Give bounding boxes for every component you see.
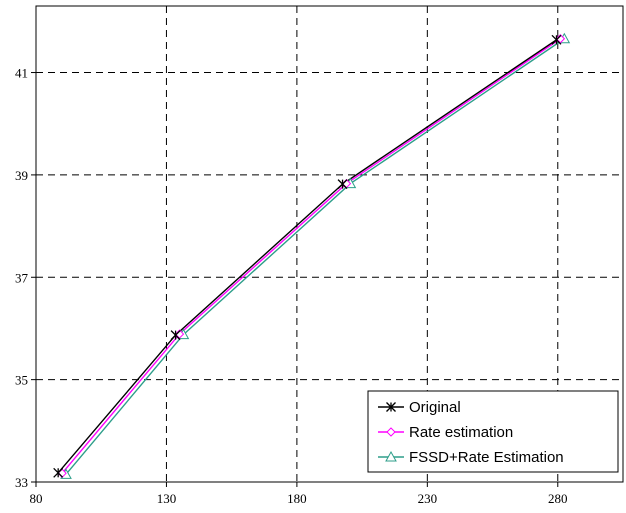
legend-marker — [386, 402, 396, 412]
legend-label: FSSD+Rate Estimation — [409, 449, 564, 466]
x-tick-label: 130 — [157, 491, 177, 506]
series-markers — [53, 32, 571, 479]
series-line — [61, 38, 561, 474]
x-tick-label: 180 — [287, 491, 307, 506]
y-tick-label: 37 — [15, 270, 29, 285]
data-point — [174, 329, 185, 339]
y-tick-label: 41 — [15, 66, 28, 81]
plot-area-frame — [35, 5, 624, 483]
x-tick-label: 230 — [418, 491, 438, 506]
y-tick-label: 35 — [15, 373, 28, 388]
data-point — [551, 34, 562, 45]
data-point — [555, 34, 566, 44]
legend-box — [367, 390, 619, 473]
legend: Original Rate estimation FSSD+Rate Estimat… — [367, 390, 619, 473]
data-point — [170, 330, 181, 341]
x-tick-label: 80 — [30, 491, 43, 506]
y-tick-label: 39 — [15, 168, 28, 183]
data-point — [53, 467, 64, 478]
series-lines — [57, 38, 565, 475]
legend-label: Original — [409, 399, 461, 416]
legend-label: Rate estimation — [409, 424, 513, 441]
x-tick-label: 280 — [548, 491, 568, 506]
series-line — [57, 39, 557, 474]
legend-items: Original Rate estimation FSSD+Rate Estimat… — [378, 399, 564, 466]
legend-marker — [385, 450, 397, 462]
legend-marker — [386, 427, 396, 437]
series-line — [65, 38, 565, 475]
data-point — [337, 179, 348, 190]
axis-ticks: 80 130 180 230 280 33 35 37 39 41 — [15, 66, 568, 506]
y-tick-label: 33 — [15, 475, 28, 490]
